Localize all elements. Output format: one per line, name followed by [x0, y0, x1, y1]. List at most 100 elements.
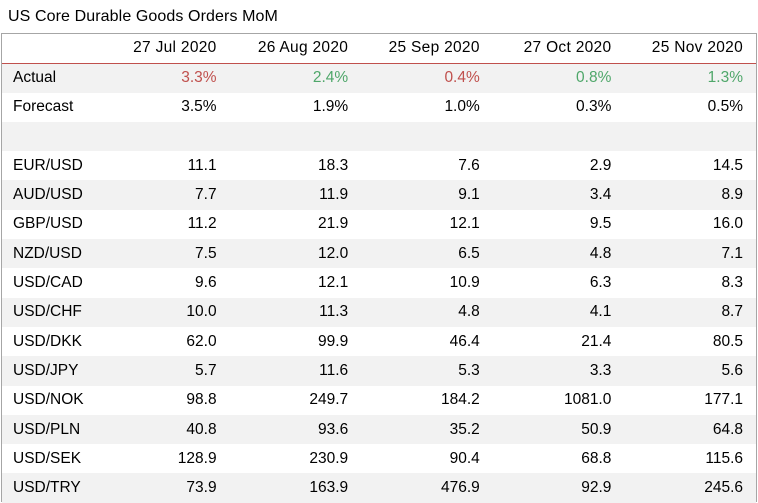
value-cell: 21.4: [581, 332, 612, 350]
value-cell: 16.0: [712, 215, 743, 233]
value-cell: 12.1: [318, 274, 349, 292]
value-cell: 1081.0: [563, 391, 612, 409]
value-cell: 3.3: [492, 356, 625, 386]
value-cell: 8.9: [624, 180, 756, 210]
value-cell: 62.0: [186, 332, 217, 350]
table-row: EUR/USD 11.1 18.3 7.6 2.9 14.5: [2, 151, 756, 180]
table-row: USD/JPY 5.7 11.6 5.3 3.3 5.6: [2, 356, 756, 386]
value-cell: 3.4: [492, 180, 625, 210]
value-cell: 64.8: [624, 414, 756, 445]
value-cell: 50.9: [492, 414, 625, 445]
value-cell: 11.1: [187, 156, 217, 174]
spacer-cell: [361, 121, 493, 152]
row-label: USD/CHF: [2, 297, 98, 327]
column-header: 25 Sep 2020: [361, 34, 493, 64]
row-label: USD/PLN: [2, 414, 98, 445]
value-cell: 9.5: [589, 215, 612, 233]
actual-cell: 0.8%: [492, 63, 625, 93]
value-cell: 4.1: [492, 297, 625, 327]
value-cell: 163.9: [229, 473, 362, 503]
value-cell: 7.5: [98, 239, 230, 269]
value-cell: 5.7: [98, 356, 230, 386]
value-cell: 10.9: [449, 274, 480, 292]
value-cell: 8.3: [721, 274, 743, 292]
value-cell: 12.1: [449, 215, 480, 233]
value-cell: 99.9: [318, 332, 349, 350]
forecast-cell: 1.9%: [312, 98, 349, 116]
column-header: 27 Oct 2020: [492, 34, 625, 64]
value-cell: 5.3: [361, 356, 493, 386]
data-table: 27 Jul 2020 26 Aug 2020 25 Sep 2020 27 O…: [2, 34, 756, 503]
value-cell: 92.9: [492, 473, 625, 503]
actual-cell: 0.4%: [361, 63, 493, 93]
value-cell: 7.7: [98, 180, 230, 210]
value-cell: 2.9: [589, 156, 612, 174]
value-cell: 249.7: [309, 391, 349, 409]
actual-row: Actual 3.3% 2.4% 0.4% 0.8% 1.3%: [2, 63, 756, 93]
row-label: AUD/USD: [2, 180, 98, 210]
value-cell: 10.0: [98, 297, 230, 327]
value-cell: 9.6: [195, 274, 217, 292]
table-title: US Core Durable Goods Orders MoM: [8, 8, 278, 25]
spacer-cell: [229, 121, 362, 152]
row-label: USD/TRY: [2, 473, 98, 503]
row-label: USD/DKK: [13, 332, 82, 350]
table-row: USD/DKK 62.0 99.9 46.4 21.4 80.5: [2, 327, 756, 356]
spacer-cell: [98, 121, 230, 152]
value-cell: 230.9: [309, 449, 349, 467]
value-cell: 128.9: [177, 449, 217, 467]
value-cell: 115.6: [705, 449, 743, 467]
value-cell: 11.3: [229, 297, 362, 327]
value-cell: 7.1: [624, 239, 756, 269]
value-cell: 68.8: [581, 449, 612, 467]
value-cell: 21.9: [318, 215, 349, 233]
row-label: Forecast: [13, 98, 74, 116]
actual-cell: 2.4%: [229, 63, 362, 93]
value-cell: 5.6: [624, 356, 756, 386]
value-cell: 4.8: [492, 239, 625, 269]
data-table-container: 27 Jul 2020 26 Aug 2020 25 Sep 2020 27 O…: [1, 33, 757, 503]
forecast-row: Forecast 3.5% 1.9% 1.0% 0.3% 0.5%: [2, 93, 756, 122]
value-cell: 11.2: [187, 215, 217, 233]
row-label: Actual: [2, 63, 98, 93]
table-row: USD/PLN 40.8 93.6 35.2 50.9 64.8: [2, 414, 756, 445]
table-row: AUD/USD 7.7 11.9 9.1 3.4 8.9: [2, 180, 756, 210]
value-cell: 14.5: [712, 156, 743, 174]
value-cell: 245.6: [624, 473, 756, 503]
value-cell: 7.6: [458, 156, 480, 174]
value-cell: 73.9: [98, 473, 230, 503]
table-row: GBP/USD 11.2 21.9 12.1 9.5 16.0: [2, 210, 756, 239]
row-label: EUR/USD: [13, 156, 83, 174]
currency-pairs-body: EUR/USD 11.1 18.3 7.6 2.9 14.5 AUD/USD 7.7 11.9 9…: [2, 151, 756, 503]
row-label: USD/SEK: [13, 449, 82, 467]
value-cell: 476.9: [361, 473, 493, 503]
value-cell: 90.4: [449, 449, 480, 467]
row-label: USD/NOK: [13, 391, 84, 409]
header-row: 27 Jul 2020 26 Aug 2020 25 Sep 2020 27 O…: [2, 34, 756, 64]
table-row: USD/NOK 98.8 249.7 184.2 1081.0 177.1: [2, 386, 756, 415]
column-header: 25 Nov 2020: [624, 34, 756, 64]
spacer-cell: [2, 121, 98, 152]
value-cell: 184.2: [440, 391, 480, 409]
value-cell: 40.8: [98, 414, 230, 445]
header-corner: [2, 34, 98, 64]
value-cell: 80.5: [712, 332, 743, 350]
value-cell: 4.8: [361, 297, 493, 327]
spacer-row: [2, 121, 756, 152]
value-cell: 6.5: [361, 239, 493, 269]
table-row: USD/SEK 128.9 230.9 90.4 68.8 115.6: [2, 444, 756, 473]
value-cell: 11.6: [229, 356, 362, 386]
actual-cell: 3.3%: [98, 63, 230, 93]
value-cell: 46.4: [449, 332, 480, 350]
spacer-cell: [492, 121, 625, 152]
value-cell: 177.1: [704, 391, 743, 409]
forecast-cell: 3.5%: [181, 98, 217, 116]
value-cell: 98.8: [186, 391, 217, 409]
table-row: USD/CAD 9.6 12.1 10.9 6.3 8.3: [2, 268, 756, 297]
value-cell: 12.0: [229, 239, 362, 269]
value-cell: 93.6: [229, 414, 362, 445]
column-header: 26 Aug 2020: [229, 34, 362, 64]
row-label: USD/JPY: [2, 356, 98, 386]
row-label: GBP/USD: [13, 215, 83, 233]
forecast-cell: 1.0%: [444, 98, 480, 116]
